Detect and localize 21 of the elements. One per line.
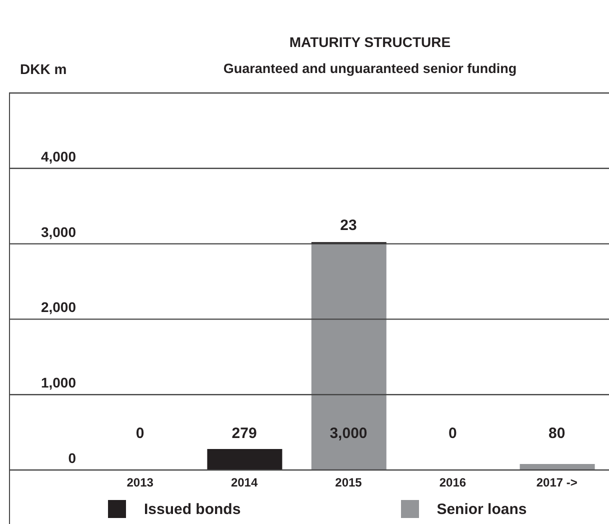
legend-label: Issued bonds [144, 500, 241, 518]
y-tick-label: 1,000 [40, 374, 76, 391]
y-axis-title: DKK m [20, 61, 67, 77]
x-tick-label: 2014 [230, 476, 258, 490]
data-label: 3,000 [330, 425, 368, 442]
x-tick-label: 2013 [126, 476, 154, 490]
x-tick-label: 2017 -> [536, 476, 578, 490]
x-tick-label: 2016 [439, 476, 466, 490]
x-tick-label: 2015 [335, 476, 362, 490]
data-label: 80 [548, 425, 566, 442]
data-label: 0 [136, 425, 144, 442]
y-tick-label: 0 [68, 450, 76, 466]
chart-title: MATURITY STRUCTURE [288, 34, 452, 50]
data-label: 0 [448, 425, 457, 442]
y-tick-label: 3,000 [40, 224, 76, 240]
data-label: 279 [232, 425, 257, 442]
legend-label: Senior loans [436, 500, 527, 518]
y-tick-label: 4,000 [40, 148, 76, 164]
y-tick-label: 2,000 [40, 299, 76, 316]
data-label: 23 [340, 217, 357, 234]
chart-subtitle: Guaranteed and unguaranteed senior funding [222, 61, 518, 76]
